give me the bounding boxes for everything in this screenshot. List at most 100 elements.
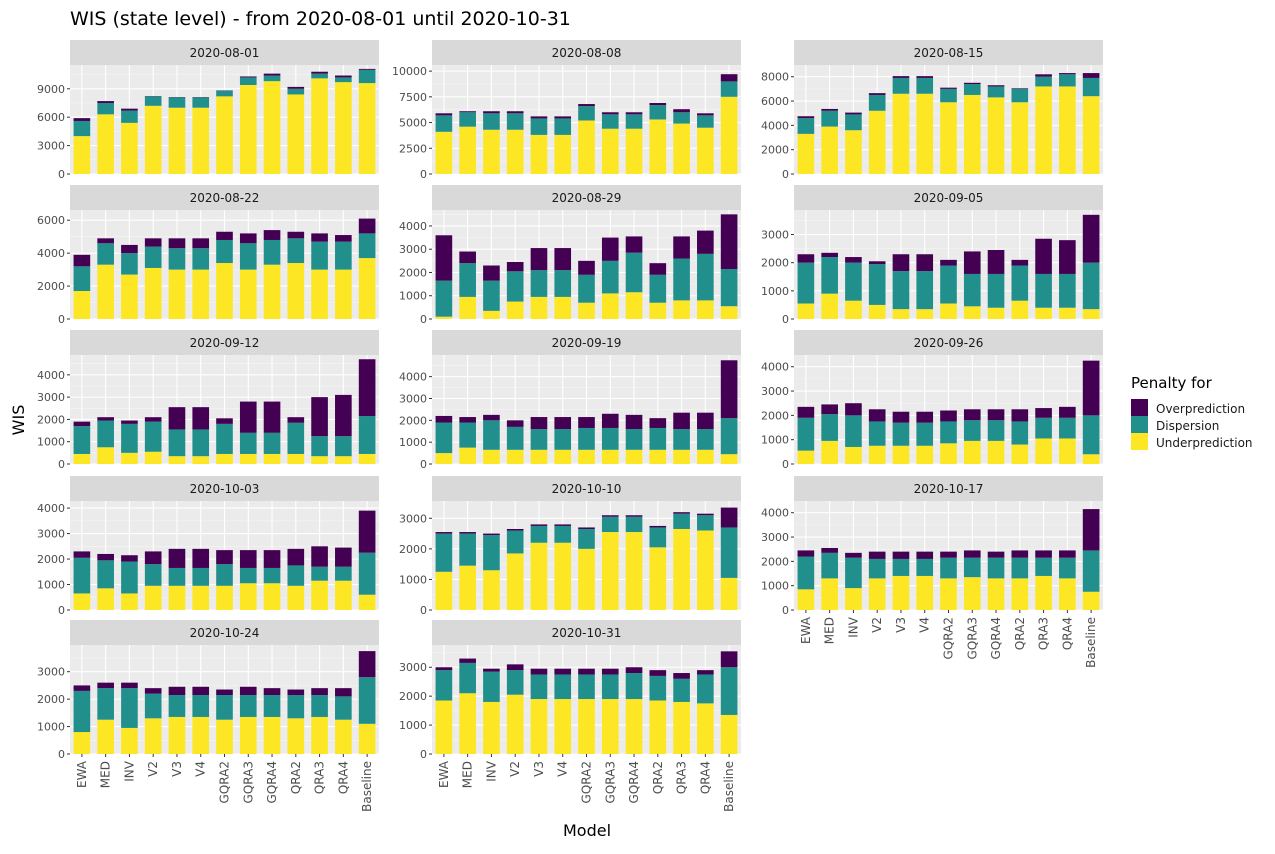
bar-segment-overprediction <box>893 254 910 271</box>
bar-segment-dispersion <box>1059 74 1076 86</box>
bar-segment-dispersion <box>240 695 257 717</box>
x-tick-label: INV <box>122 760 136 782</box>
bar-segment-dispersion <box>1059 418 1076 439</box>
bar-segment-underprediction <box>74 291 91 319</box>
bar-segment-overprediction <box>940 260 957 266</box>
bar-segment-overprediction <box>192 687 209 695</box>
bar-segment-underprediction <box>649 119 666 174</box>
bar-segment-overprediction <box>964 251 981 274</box>
bar-segment-overprediction <box>798 550 815 556</box>
bar-segment-dispersion <box>554 270 571 297</box>
bar-segment-dispersion <box>964 558 981 577</box>
bar-segment-overprediction <box>916 76 933 78</box>
bar-segment-dispersion <box>145 247 162 268</box>
bar-segment-overprediction <box>216 690 233 695</box>
bar-segment-underprediction <box>1011 578 1028 610</box>
x-tick-label: INV <box>846 616 860 638</box>
bar-segment-underprediction <box>311 78 328 174</box>
bar-segment-dispersion <box>721 527 738 577</box>
x-axis-label: Model <box>563 821 611 840</box>
bar-segment-overprediction <box>145 688 162 693</box>
bar-segment-underprediction <box>359 595 376 610</box>
bar-segment-overprediction <box>531 116 548 118</box>
x-tick-label: EWA <box>437 760 451 788</box>
bar-segment-dispersion <box>721 418 738 454</box>
bar-segment-underprediction <box>287 586 304 610</box>
x-tick-label: GQRA3 <box>965 617 979 659</box>
bar-segment-dispersion <box>240 243 257 269</box>
bar-segment-dispersion <box>97 243 114 264</box>
bar-segment-underprediction <box>359 724 376 754</box>
bar-segment-dispersion <box>121 253 138 274</box>
y-tick-label: 3000 <box>761 229 789 242</box>
bar-segment-dispersion <box>964 84 981 95</box>
bar-segment-underprediction <box>145 452 162 464</box>
bar-segment-overprediction <box>483 111 500 113</box>
bar-segment-dispersion <box>264 695 281 717</box>
bar-segment-dispersion <box>264 433 281 454</box>
bar-segment-dispersion <box>335 436 352 456</box>
bar-segment-underprediction <box>1083 96 1100 174</box>
bar-segment-underprediction <box>531 135 548 174</box>
bar-segment-dispersion <box>436 670 453 700</box>
bar-segment-dispersion <box>673 259 690 301</box>
bar-segment-dispersion <box>626 114 643 128</box>
bar-segment-overprediction <box>1035 550 1052 557</box>
bar-segment-overprediction <box>436 667 453 670</box>
bar-segment-underprediction <box>507 302 524 319</box>
y-tick-label: 2000 <box>761 144 789 157</box>
bar-segment-dispersion <box>287 695 304 718</box>
bar-segment-overprediction <box>483 266 500 281</box>
bar-segment-overprediction <box>240 402 257 433</box>
bar-segment-overprediction <box>97 554 114 560</box>
bar-segment-underprediction <box>940 102 957 174</box>
bar-segment-underprediction <box>649 701 666 755</box>
bar-segment-dispersion <box>940 421 957 443</box>
bar-segment-dispersion <box>626 253 643 293</box>
bar-segment-underprediction <box>240 454 257 464</box>
bar-segment-dispersion <box>483 535 500 570</box>
bar-segment-underprediction <box>145 106 162 174</box>
x-tick-label: QRA2 <box>1013 617 1027 650</box>
bar-segment-underprediction <box>988 97 1005 174</box>
bar-segment-underprediction <box>578 303 595 319</box>
bar-segment-underprediction <box>335 581 352 610</box>
bar-segment-overprediction <box>845 113 862 115</box>
y-tick-label: 5000 <box>399 117 427 130</box>
bar-segment-underprediction <box>649 450 666 464</box>
bar-segment-underprediction <box>145 586 162 610</box>
bar-segment-underprediction <box>311 270 328 319</box>
facet-strip-label: 2020-09-12 <box>190 336 260 350</box>
y-tick-label: 2000 <box>37 553 65 566</box>
y-tick-label: 2000 <box>37 413 65 426</box>
bar-segment-underprediction <box>554 297 571 319</box>
bar-segment-underprediction <box>459 566 476 610</box>
bar-segment-overprediction <box>869 261 886 264</box>
bar-segment-dispersion <box>74 426 91 454</box>
bar-segment-overprediction <box>240 687 257 695</box>
bar-segment-underprediction <box>602 450 619 464</box>
bar-segment-underprediction <box>335 720 352 754</box>
y-tick-label: 3000 <box>761 385 789 398</box>
bar-segment-dispersion <box>697 254 714 301</box>
bar-segment-dispersion <box>697 674 714 703</box>
bar-segment-dispersion <box>169 429 186 456</box>
bar-segment-underprediction <box>798 304 815 319</box>
x-tick-label: QRA2 <box>289 761 303 794</box>
bar-segment-underprediction <box>459 448 476 464</box>
bar-segment-underprediction <box>554 135 571 174</box>
bar-segment-underprediction <box>483 702 500 754</box>
x-tick-label: QRA3 <box>313 761 327 794</box>
bar-segment-overprediction <box>264 74 281 76</box>
y-tick-label: 9000 <box>37 83 65 96</box>
y-tick-label: 0 <box>58 168 65 181</box>
bar-segment-overprediction <box>311 397 328 436</box>
bar-segment-underprediction <box>821 441 838 464</box>
bar-segment-underprediction <box>626 532 643 610</box>
bar-segment-dispersion <box>1035 558 1052 576</box>
bar-segment-dispersion <box>169 97 186 107</box>
bar-segment-underprediction <box>602 532 619 610</box>
bar-segment-overprediction <box>554 116 571 118</box>
bar-segment-overprediction <box>1011 88 1028 89</box>
